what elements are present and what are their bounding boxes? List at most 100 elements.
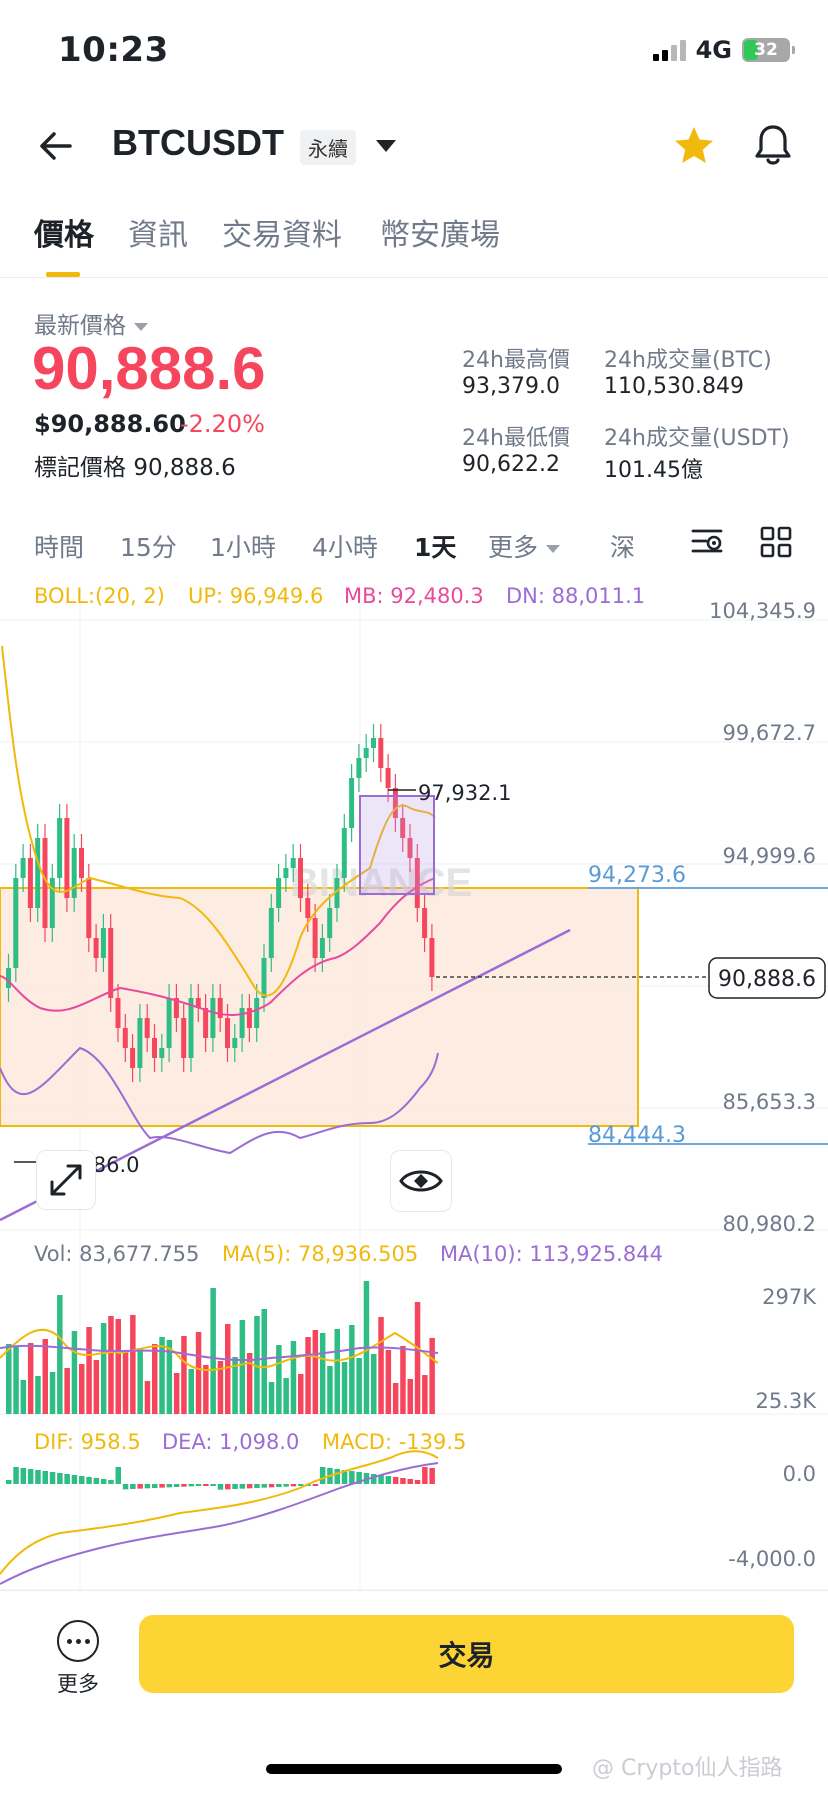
volume-bar — [217, 1361, 224, 1414]
volume-bar — [203, 1365, 209, 1414]
volume-bar — [64, 1368, 70, 1414]
range-box — [0, 887, 639, 1127]
candle-body — [414, 858, 420, 908]
favorite-star-icon[interactable] — [672, 124, 716, 168]
status-time: 10:23 — [58, 30, 169, 70]
volume-bar — [385, 1350, 392, 1414]
network-label: 4G — [695, 36, 732, 64]
volume-bar — [254, 1316, 260, 1414]
vol-ma5-label: MA(5): 78,936.505 — [222, 1242, 419, 1266]
macd-bar — [195, 1484, 202, 1486]
last-price: 90,888.6 — [32, 335, 266, 402]
interval-1d[interactable]: 1天 — [414, 533, 457, 562]
macd-bar — [137, 1484, 143, 1489]
volume-bar — [334, 1329, 340, 1414]
volume-bar — [261, 1309, 267, 1414]
fullscreen-button[interactable] — [36, 1150, 96, 1210]
volume-bar — [392, 1383, 399, 1414]
trade-button[interactable]: 交易 — [139, 1615, 794, 1693]
macd-bar — [159, 1484, 165, 1488]
back-arrow-icon[interactable] — [36, 126, 76, 166]
price-change-percent: -2.20% — [180, 410, 265, 438]
dea-label: DEA: 1,098.0 — [162, 1430, 300, 1454]
volume-bar — [210, 1288, 216, 1414]
dif-label: DIF: 958.5 — [34, 1430, 141, 1454]
interval-more[interactable]: 更多 — [488, 528, 561, 564]
volume-bar — [122, 1352, 129, 1414]
macd-bar — [422, 1467, 428, 1484]
macd-bar — [173, 1484, 180, 1487]
interval-4h[interactable]: 4小時 — [312, 533, 378, 562]
interval-depth[interactable]: 深 — [610, 533, 636, 562]
macd-bar — [49, 1472, 56, 1484]
tab-info[interactable]: 資訊 — [128, 218, 188, 253]
macd-bar — [42, 1471, 48, 1484]
volume-bar — [6, 1344, 12, 1414]
interval-time[interactable]: 時間 — [34, 533, 85, 562]
volume-bar — [13, 1347, 19, 1414]
visibility-toggle-button[interactable] — [390, 1150, 452, 1212]
candle-body — [225, 1018, 230, 1048]
candle-body — [246, 1008, 252, 1028]
volume-bar — [144, 1381, 151, 1414]
vol-btc-value: 110,530.849 — [604, 374, 744, 399]
candles — [6, 724, 435, 1082]
macd-bar — [378, 1475, 384, 1484]
macd-bar — [108, 1480, 114, 1484]
tab-price[interactable]: 價格 — [34, 218, 94, 253]
macd-bar — [254, 1484, 260, 1488]
candle-body — [79, 848, 84, 878]
home-indicator — [266, 1764, 562, 1774]
macd-bar — [246, 1484, 253, 1489]
candle-body — [86, 878, 92, 938]
tab-square[interactable]: 幣安廣場 — [380, 218, 500, 253]
layout-grid-icon[interactable] — [760, 526, 792, 558]
candle-body — [356, 758, 362, 778]
interval-15m[interactable]: 15分 — [120, 533, 177, 562]
more-button[interactable]: 更多 — [50, 1620, 106, 1698]
macd-bar — [152, 1484, 158, 1488]
pair-dropdown-icon[interactable] — [376, 140, 396, 152]
boll-label: BOLL:(20, 2) — [34, 584, 165, 608]
price-tick-3: 94,999.6 — [722, 844, 816, 868]
candle-body — [49, 878, 55, 928]
candle-body — [254, 998, 260, 1028]
notification-bell-icon[interactable] — [752, 122, 794, 168]
candle-body — [239, 1008, 245, 1038]
low-24h-value: 90,622.2 — [462, 452, 560, 477]
candle-body — [217, 998, 223, 1018]
volume-bar — [429, 1338, 435, 1414]
pair-title[interactable]: BTCUSDT — [112, 122, 284, 163]
candle-body — [312, 918, 318, 958]
candle-body — [166, 998, 172, 1048]
volume-bar — [42, 1339, 48, 1414]
volume-bar — [181, 1336, 187, 1414]
indicator-settings-icon[interactable] — [690, 526, 724, 558]
volume-bar — [152, 1344, 158, 1414]
candle-body — [144, 1018, 150, 1038]
volume-bar — [341, 1362, 348, 1414]
interval-1h[interactable]: 1小時 — [210, 533, 276, 562]
vol-usdt-value: 101.45億 — [604, 458, 703, 483]
battery-level: 32 — [754, 40, 778, 60]
macd-bar — [86, 1477, 92, 1484]
volume-bar — [35, 1376, 41, 1414]
candle-body — [188, 998, 194, 1058]
latest-price-label[interactable]: 最新價格 — [34, 306, 148, 340]
volume-bar — [225, 1324, 231, 1414]
macd-bar — [290, 1484, 297, 1487]
macd-label: MACD: -139.5 — [322, 1430, 467, 1454]
macd-bar — [276, 1484, 282, 1487]
volume-bar — [20, 1380, 27, 1414]
macd-bar — [283, 1484, 289, 1487]
macd-bar — [71, 1475, 78, 1484]
current-price-tag[interactable] — [708, 957, 826, 999]
macd-bar — [64, 1474, 70, 1484]
volume-bar — [290, 1341, 297, 1414]
macd-bar — [122, 1484, 129, 1490]
candle-body — [181, 1018, 187, 1058]
candlestick-chart[interactable]: BINANCE 94,273.6 84,444.3 97,932.1 83,78… — [0, 578, 828, 1590]
volume-bar — [137, 1348, 143, 1414]
macd-bar — [100, 1479, 107, 1484]
tab-trading-data[interactable]: 交易資料 — [222, 218, 342, 253]
